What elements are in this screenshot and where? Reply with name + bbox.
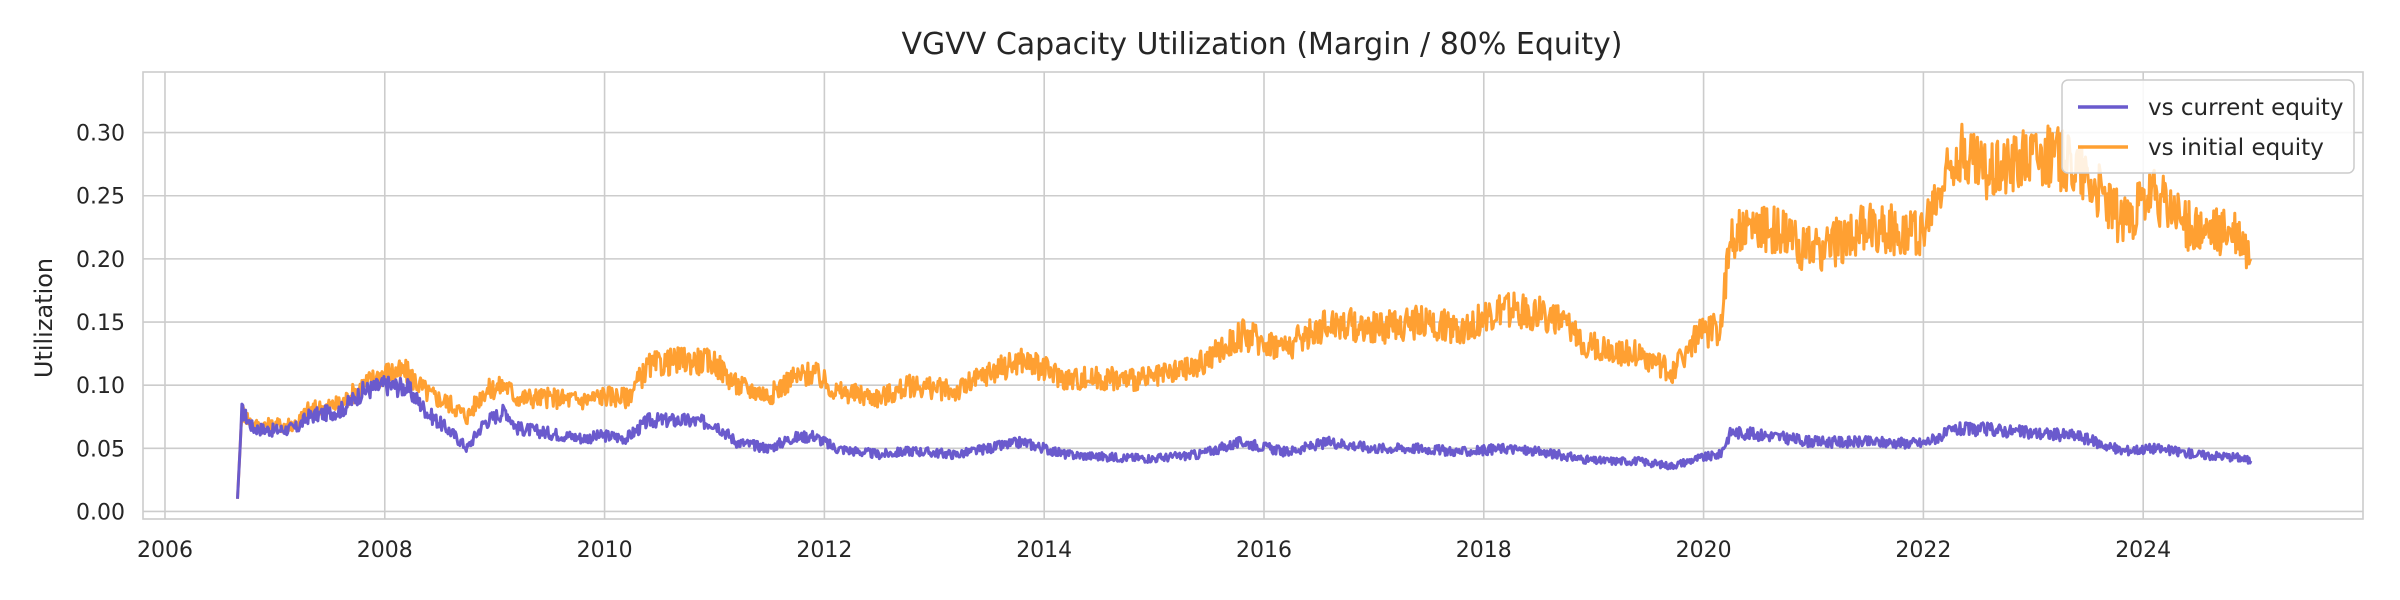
y-tick-label: 0.15 <box>76 311 125 336</box>
series-line-current-equity <box>236 375 2253 499</box>
x-tick-label: 2022 <box>1895 538 1951 563</box>
x-tick-label: 2012 <box>796 538 852 563</box>
y-tick-label: 0.05 <box>76 437 125 462</box>
series-lines <box>236 122 2253 499</box>
plot-frame <box>142 71 2364 520</box>
y-tick-label: 0.20 <box>76 248 125 273</box>
x-tick-label: 2006 <box>137 538 193 563</box>
x-tick-label: 2010 <box>577 538 633 563</box>
y-tick-label: 0.00 <box>76 500 125 525</box>
x-tick-label: 2020 <box>1676 538 1732 563</box>
legend-label-initial: vs initial equity <box>2148 135 2324 161</box>
series-line-initial-equity <box>236 122 2253 499</box>
chart-title: VGVV Capacity Utilization (Margin / 80% … <box>902 27 1623 62</box>
y-tick-label: 0.10 <box>76 374 125 399</box>
y-tick-label: 0.30 <box>76 122 125 147</box>
legend-label-current: vs current equity <box>2148 95 2344 121</box>
x-tick-label: 2024 <box>2115 538 2171 563</box>
legend-box <box>2061 79 2355 174</box>
x-tick-label: 2008 <box>357 538 413 563</box>
tick-labels: 2006 2008 2010 2012 2014 2016 2018 2020 2022 2024… <box>76 122 2171 563</box>
x-tick-label: 2014 <box>1016 538 1072 563</box>
y-tick-label: 0.25 <box>76 185 125 210</box>
y-axis-label: Utilization <box>30 258 58 378</box>
x-tick-label: 2016 <box>1236 538 1292 563</box>
legend: vs current equity vs initial equity <box>2061 79 2355 174</box>
x-tick-label: 2018 <box>1456 538 1512 563</box>
